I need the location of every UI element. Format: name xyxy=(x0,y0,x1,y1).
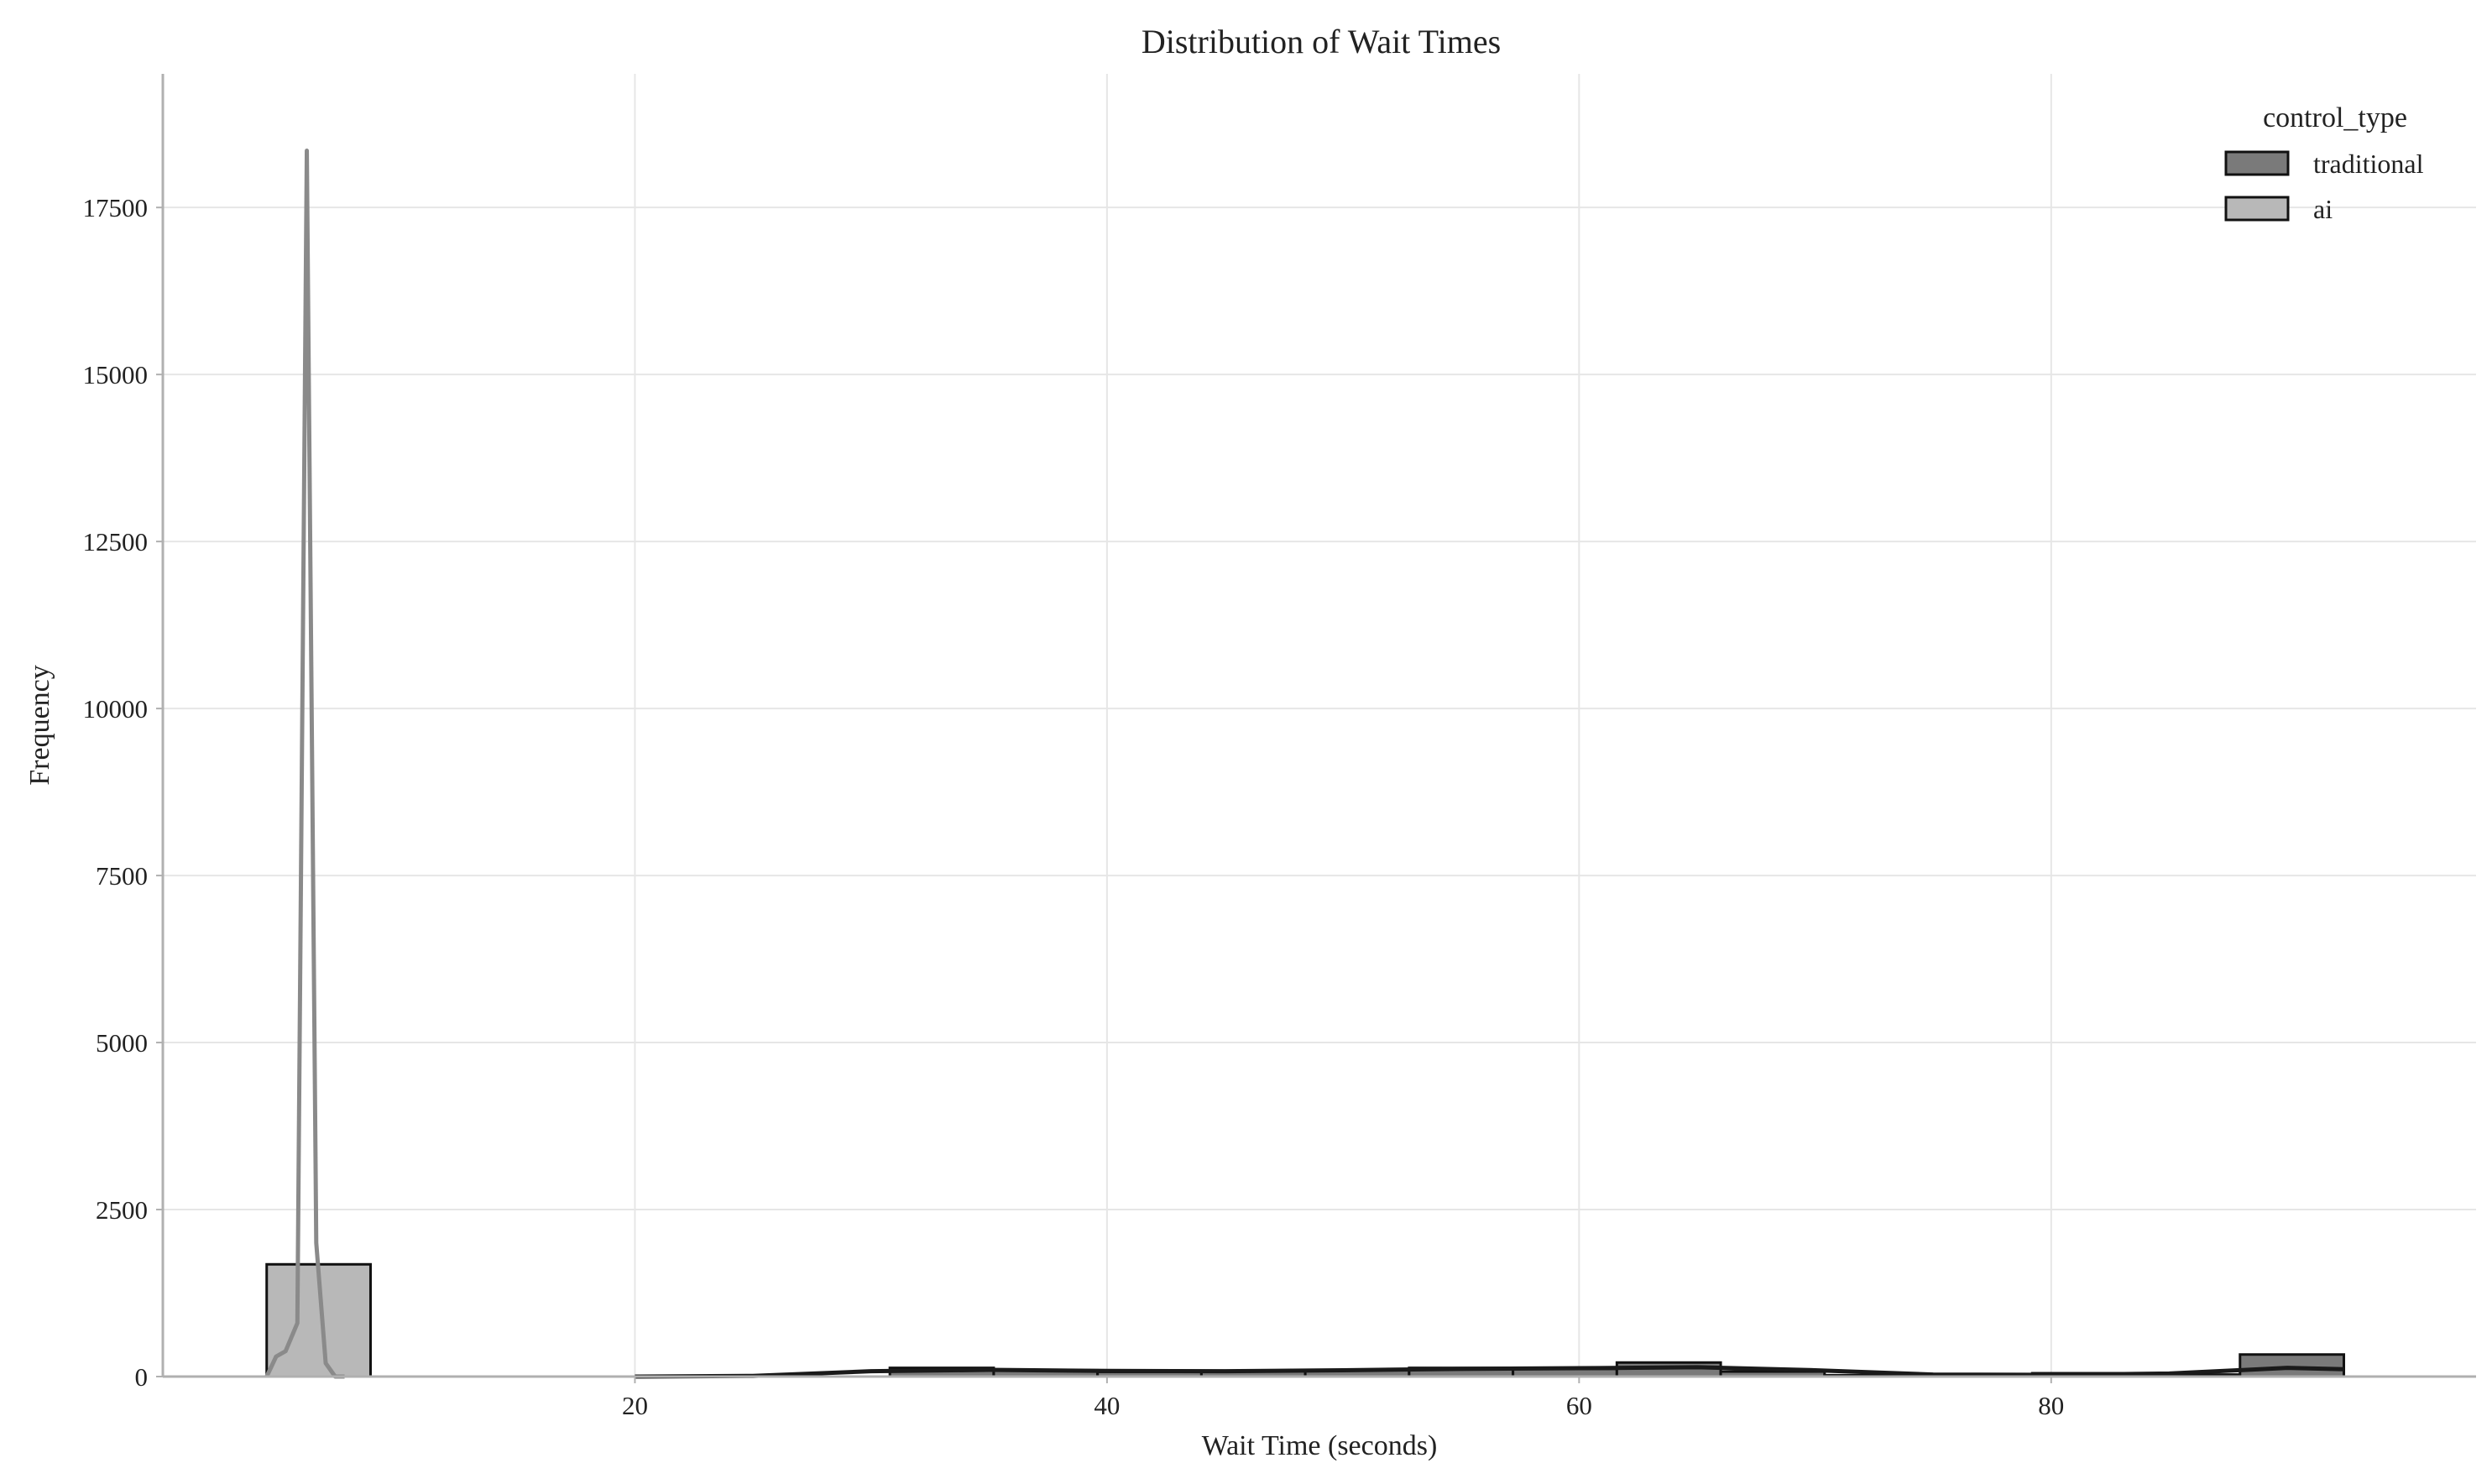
y-ticks: 0 2500 5000 7500 10000 12500 15000 17500 xyxy=(83,193,163,1392)
x-tick-label: 80 xyxy=(2038,1391,2064,1420)
y-tick-label: 7500 xyxy=(96,861,148,891)
y-tick-label: 5000 xyxy=(96,1028,148,1058)
y-tick-label: 17500 xyxy=(83,193,149,222)
legend-swatch-ai xyxy=(2224,196,2290,222)
y-tick-label: 15000 xyxy=(83,360,149,389)
kde-line-traditional xyxy=(635,1365,2344,1379)
y-tick-label: 2500 xyxy=(96,1195,148,1225)
x-tick-label: 60 xyxy=(1566,1391,1592,1420)
bars xyxy=(265,1262,2346,1378)
y-tick-label: 0 xyxy=(135,1362,149,1392)
kde-curves xyxy=(264,149,2344,1379)
y-tick-label: 10000 xyxy=(83,694,149,724)
x-ticks: 20 40 60 80 xyxy=(622,1377,2064,1420)
axes xyxy=(161,74,2476,1378)
x-tick-label: 20 xyxy=(622,1391,648,1420)
kde-line-ai xyxy=(264,149,345,1379)
grid xyxy=(163,74,2476,1377)
legend: control_type traditional ai xyxy=(2224,102,2424,224)
bar-traditional xyxy=(2239,1353,2346,1378)
legend-title: control_type xyxy=(2263,102,2407,133)
chart-title: Distribution of Wait Times xyxy=(1142,23,1501,60)
legend-label-ai: ai xyxy=(2313,194,2333,224)
y-tick-label: 12500 xyxy=(83,527,149,556)
legend-label-traditional: traditional xyxy=(2313,149,2424,179)
y-axis-label: Frequency xyxy=(24,665,55,786)
legend-swatch-traditional xyxy=(2224,150,2290,176)
x-axis-label: Wait Time (seconds) xyxy=(1202,1430,1438,1461)
x-tick-label: 40 xyxy=(1094,1391,1120,1420)
